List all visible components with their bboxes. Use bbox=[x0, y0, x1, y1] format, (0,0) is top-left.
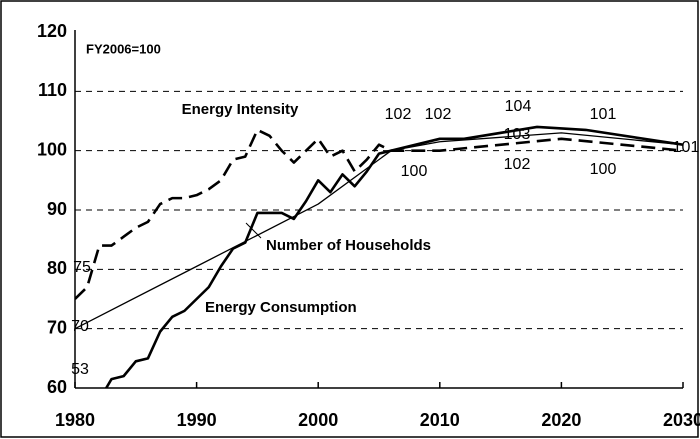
data-label: 70 bbox=[71, 318, 89, 335]
leader-line bbox=[245, 222, 262, 239]
x-tick-label: 1990 bbox=[177, 410, 217, 430]
series-name: Number of Households bbox=[266, 237, 431, 254]
x-tick-label: 2010 bbox=[420, 410, 460, 430]
data-label: 102 bbox=[504, 156, 531, 173]
data-label: 53 bbox=[71, 361, 89, 378]
y-tick-label: 60 bbox=[47, 377, 67, 397]
x-tick-label: 2030 bbox=[663, 410, 700, 430]
x-tick-label: 2020 bbox=[541, 410, 581, 430]
y-tick-label: 100 bbox=[37, 139, 67, 159]
plot bbox=[75, 125, 683, 388]
y-tick-label: 70 bbox=[47, 317, 67, 337]
data-label: 101 bbox=[590, 106, 617, 123]
series-name: Energy Consumption bbox=[205, 299, 357, 316]
series-line bbox=[75, 128, 683, 300]
data-label: 100 bbox=[401, 163, 428, 180]
y-tick-label: 90 bbox=[47, 199, 67, 219]
data-label: 100 bbox=[590, 161, 617, 178]
x-tick-label: 1980 bbox=[55, 410, 95, 430]
y-tick-label: 110 bbox=[38, 80, 67, 100]
data-label: 104 bbox=[505, 98, 532, 115]
x-tick-label: 2000 bbox=[298, 410, 338, 430]
annotation: FY2006=100 bbox=[86, 41, 161, 56]
series-line bbox=[104, 125, 683, 388]
data-label: 102 bbox=[385, 106, 412, 123]
data-label: 102 bbox=[425, 106, 452, 123]
y-tick-label: 80 bbox=[47, 258, 67, 278]
series-line bbox=[75, 132, 683, 330]
data-label: 75 bbox=[73, 259, 91, 276]
data-label: 101 bbox=[673, 139, 700, 156]
data-label: 103 bbox=[504, 126, 531, 143]
y-tick-label: 120 bbox=[37, 21, 67, 41]
series-name: Energy Intensity bbox=[182, 101, 299, 118]
